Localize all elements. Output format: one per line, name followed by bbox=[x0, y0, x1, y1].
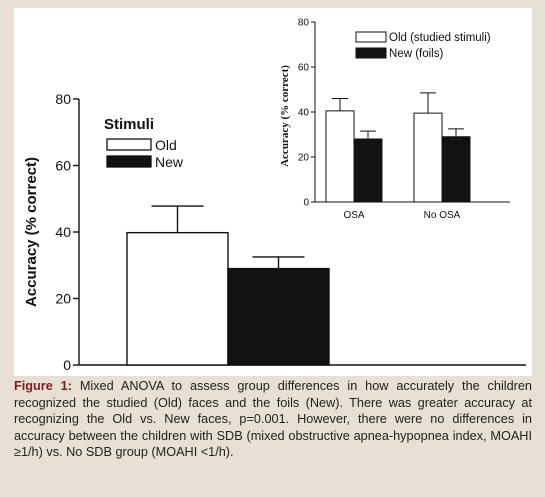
bar-old bbox=[126, 231, 229, 366]
inset-y-tick-label: 80 bbox=[298, 18, 310, 29]
inset-legend-label: New (foils) bbox=[389, 48, 443, 60]
inset-bar bbox=[441, 136, 471, 203]
legend-swatch bbox=[106, 138, 152, 151]
legend-label: New bbox=[155, 154, 184, 170]
inset-y-axis-title: Accuracy (% correct) bbox=[279, 65, 291, 167]
y-tick-label: 80 bbox=[55, 91, 71, 107]
inset-y-tick-label: 60 bbox=[298, 63, 310, 74]
y-tick-label: 20 bbox=[55, 291, 71, 307]
y-tick-label: 40 bbox=[55, 224, 71, 240]
caption-label: Figure 1: bbox=[14, 379, 72, 393]
inset-bar bbox=[413, 112, 443, 203]
figure-caption: Figure 1: Mixed ANOVA to assess group di… bbox=[14, 378, 532, 461]
legend-swatch bbox=[106, 155, 152, 168]
legend-label: Old bbox=[155, 137, 177, 153]
inset-y-tick-label: 40 bbox=[298, 108, 310, 119]
caption-text: Mixed ANOVA to assess group differences … bbox=[14, 379, 532, 459]
inset-legend-swatch bbox=[355, 47, 387, 59]
inset-bar bbox=[353, 138, 383, 203]
y-tick-label: 60 bbox=[55, 158, 71, 174]
inset-category-label: OSA bbox=[343, 210, 364, 221]
legend-title: Stimuli bbox=[104, 116, 154, 133]
inset-legend-label: Old (studied stimuli) bbox=[389, 32, 491, 44]
inset-legend-swatch bbox=[355, 31, 387, 43]
figure-panel: 0 20 40 60 80 Accuracy (% correct) Stimuli Old N… bbox=[14, 8, 532, 376]
bar-new bbox=[227, 267, 330, 366]
inset-chart: 0 20 40 60 80 Accuracy (% correct) OSA No OSA Ol… bbox=[279, 18, 510, 221]
inset-category-label: No OSA bbox=[424, 210, 461, 221]
inset-y-tick-label: 0 bbox=[303, 198, 309, 209]
y-tick-label: 0 bbox=[63, 357, 71, 373]
y-axis-title: Accuracy (% correct) bbox=[23, 157, 40, 307]
inset-bar bbox=[325, 110, 355, 203]
inset-y-tick-label: 20 bbox=[298, 153, 310, 164]
